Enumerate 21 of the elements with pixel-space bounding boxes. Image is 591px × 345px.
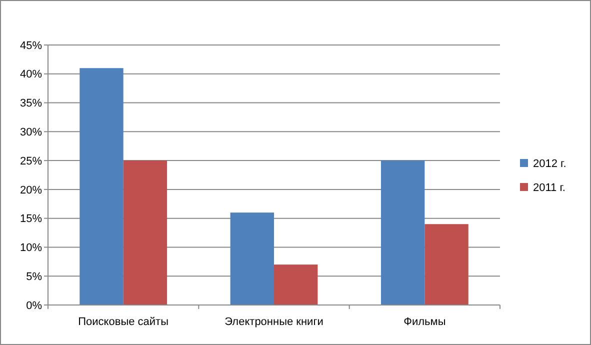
- legend-label: 2011 г.: [533, 182, 566, 194]
- bar: [230, 212, 274, 305]
- bar: [80, 68, 124, 305]
- x-tick-label: Фильмы: [404, 316, 446, 328]
- y-tick-label: 20%: [20, 184, 42, 196]
- bar: [274, 264, 318, 305]
- y-tick-label: 15%: [20, 213, 42, 226]
- bar: [123, 160, 168, 305]
- y-tick-label: 35%: [20, 98, 42, 110]
- y-tick-label: 5%: [26, 270, 42, 283]
- y-tick-label: 40%: [20, 68, 42, 81]
- y-tick-label: 30%: [20, 126, 42, 139]
- legend-label: 2012 г.: [533, 158, 566, 170]
- y-tick-label: 25%: [20, 155, 42, 168]
- bar: [380, 160, 425, 305]
- bar: [424, 224, 468, 305]
- x-tick-label: Поисковые сайты: [78, 316, 169, 328]
- y-tick-label: 0%: [26, 300, 42, 312]
- x-tick-label: Электронные книги: [224, 316, 324, 328]
- y-tick-label: 45%: [20, 40, 42, 52]
- y-tick-label: 10%: [20, 242, 42, 254]
